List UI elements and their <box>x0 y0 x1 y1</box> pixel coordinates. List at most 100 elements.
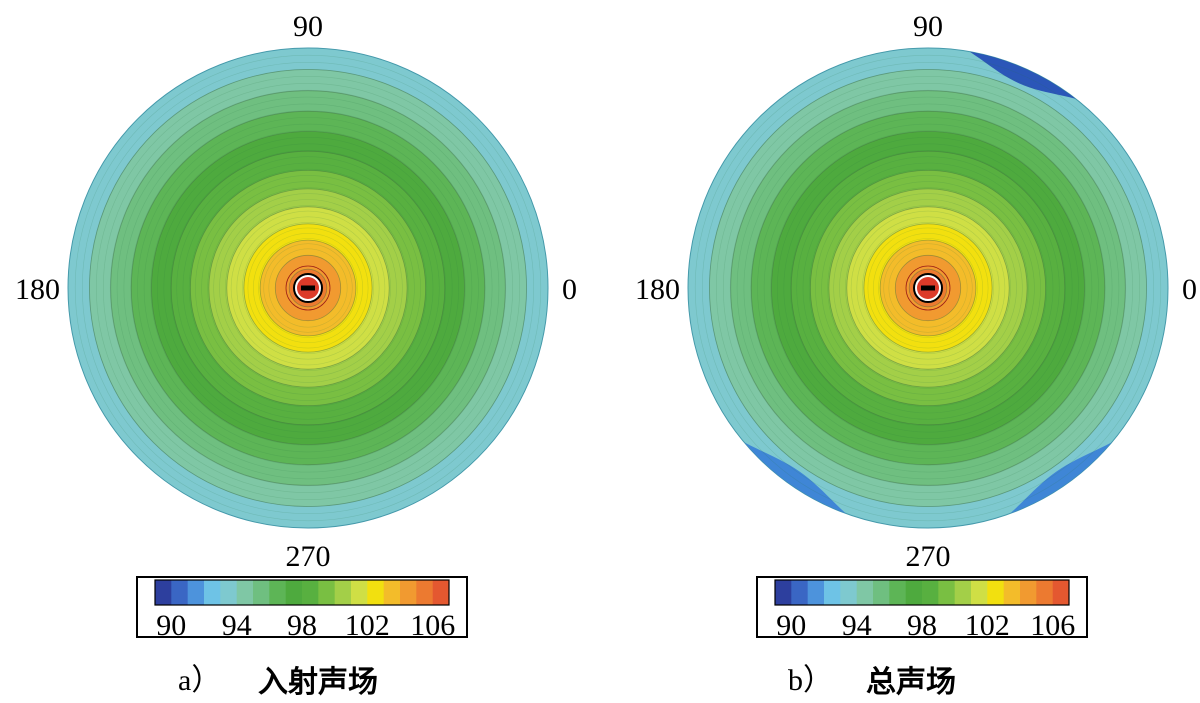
colorbar-swatch <box>253 580 270 605</box>
colorbar-swatch <box>807 580 825 605</box>
isoline <box>783 143 1073 433</box>
colorbar-tick-label: 98 <box>907 609 937 642</box>
colorbar-tick-label: 94 <box>222 609 252 642</box>
isoline <box>873 233 984 344</box>
colorbar-swatch <box>302 580 319 605</box>
angle-label-180: 180 <box>635 273 680 306</box>
isoline <box>702 62 1154 514</box>
angle-label-0: 0 <box>562 273 577 306</box>
panel-label: b） <box>788 664 833 697</box>
isoline <box>230 210 386 366</box>
colorbar-swatch <box>187 580 205 605</box>
isoline <box>213 193 403 383</box>
panel-caption: 总声场 <box>866 665 956 700</box>
colorbar-swatch <box>204 580 221 605</box>
source-ring <box>285 265 331 311</box>
isoline <box>170 150 446 426</box>
isoline <box>253 233 364 344</box>
contour-field <box>687 47 1169 529</box>
isoline <box>802 162 1054 414</box>
colorbar-swatch <box>1020 580 1037 605</box>
colorbar-swatch <box>220 580 237 605</box>
isoline <box>242 222 374 354</box>
colorbar-swatch <box>775 580 792 605</box>
isoline <box>207 187 409 389</box>
colorbar-swatch <box>873 580 890 605</box>
isoline <box>188 168 428 408</box>
isoline <box>716 76 1140 500</box>
angle-label-90: 90 <box>293 10 323 43</box>
isoline <box>236 216 380 360</box>
colorbar-swatch <box>1003 580 1021 605</box>
isoline <box>109 89 507 487</box>
colorbar-swatch <box>856 580 874 605</box>
colorbar-tick-label: 106 <box>410 609 455 642</box>
isoline <box>263 243 353 333</box>
isoline <box>729 89 1127 487</box>
isoline <box>247 227 369 349</box>
isoline <box>143 123 473 453</box>
isoline <box>850 210 1006 366</box>
edge-low-level-patch <box>1010 442 1112 514</box>
isoline <box>709 69 1147 507</box>
isoline <box>96 76 520 500</box>
colorbar-swatch <box>824 580 841 605</box>
colorbar-swatch <box>367 580 384 605</box>
isoline <box>839 199 1017 377</box>
isoline <box>867 227 989 349</box>
isoline <box>750 110 1106 466</box>
colorbar-tick-label: 90 <box>156 609 186 642</box>
colorbar-tick-label: 102 <box>965 609 1010 642</box>
angle-label-270: 270 <box>906 540 951 573</box>
angle-label-0: 0 <box>1182 273 1197 306</box>
panel-caption: 入射声场 <box>258 665 378 700</box>
colorbar-swatch <box>954 580 972 605</box>
isoline <box>878 238 978 338</box>
panel-label: a） <box>178 664 221 697</box>
edge-low-level-patch <box>744 442 846 514</box>
isoline <box>268 248 348 328</box>
isoline <box>163 143 453 433</box>
colorbar-swatch <box>351 580 368 605</box>
colorbar-swatch <box>938 580 955 605</box>
colorbar-swatch <box>400 580 417 605</box>
colorbar-tick-label: 98 <box>287 609 317 642</box>
colorbar-swatch <box>383 580 401 605</box>
isoline <box>827 187 1029 389</box>
colorbar-tick-label: 106 <box>1030 609 1075 642</box>
colorbar-swatch <box>889 580 906 605</box>
isoline <box>157 137 459 439</box>
isoline <box>258 238 358 338</box>
isoline <box>67 47 549 529</box>
colorbar-swatch <box>1036 580 1053 605</box>
isoline <box>743 103 1113 473</box>
colorbar-swatch <box>318 580 335 605</box>
colorbar: 90 94 98 102 106 <box>136 576 468 642</box>
colorbar-swatch <box>922 580 939 605</box>
isoline <box>833 193 1023 383</box>
isoline <box>150 130 466 446</box>
isoline <box>116 96 500 480</box>
isoline <box>123 103 493 473</box>
angle-label-90: 90 <box>913 10 943 43</box>
chart-panel-b: 90 270 180 0 90 94 98 102 106 b） 总声场 <box>620 0 1200 703</box>
isoline <box>770 130 1086 446</box>
polar-contour-chart-a: 90 270 180 0 90 94 98 102 106 a） 入射声场 <box>15 10 577 700</box>
source-ring <box>905 265 951 311</box>
angle-label-270: 270 <box>286 540 331 573</box>
isoline <box>808 168 1048 408</box>
colorbar-swatch <box>285 580 303 605</box>
isoline <box>845 205 1011 371</box>
colorbar-tick-label: 102 <box>345 609 390 642</box>
isoline <box>219 199 397 377</box>
isoline <box>736 96 1120 480</box>
isoline <box>130 110 486 466</box>
isoline <box>790 150 1066 426</box>
isoline <box>888 248 968 328</box>
colorbar-swatch <box>432 580 450 605</box>
isoline <box>821 181 1035 395</box>
angle-label-180: 180 <box>15 273 60 306</box>
colorbar-swatch <box>971 580 988 605</box>
isoline <box>883 243 973 333</box>
isoline <box>137 117 479 459</box>
